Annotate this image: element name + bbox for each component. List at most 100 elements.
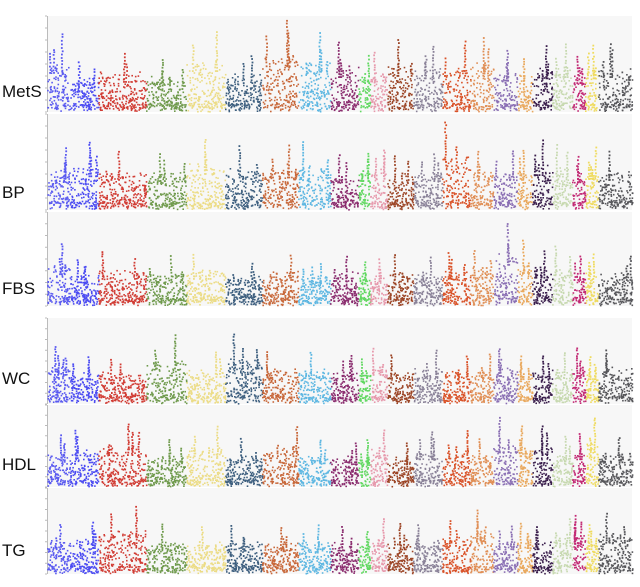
- snp-point: [151, 176, 154, 178]
- panel-bp: [45, 113, 634, 211]
- snp-peak-point: [305, 66, 308, 69]
- snp-point: [391, 107, 394, 110]
- snp-point: [533, 104, 535, 107]
- snp-point: [103, 185, 105, 188]
- snp-point: [552, 83, 555, 85]
- snp-point: [65, 75, 68, 77]
- snp-point: [129, 105, 131, 107]
- snp-point: [135, 185, 138, 188]
- snp-point: [65, 197, 67, 200]
- snp-point: [98, 82, 100, 85]
- snp-point: [493, 109, 496, 111]
- snp-point: [217, 177, 219, 179]
- snp-point: [199, 74, 202, 76]
- snp-point: [157, 180, 159, 182]
- snp-point: [473, 83, 475, 86]
- snp-point: [342, 105, 345, 108]
- snp-point: [203, 208, 206, 210]
- snp-point: [306, 95, 309, 97]
- snp-point: [209, 81, 211, 83]
- snp-point: [504, 82, 507, 84]
- snp-point: [122, 103, 124, 106]
- snp-point: [231, 84, 233, 87]
- snp-point: [152, 97, 154, 100]
- snp-point: [545, 104, 547, 106]
- snp-point: [404, 106, 406, 108]
- snp-point: [417, 107, 419, 110]
- snp-point: [594, 100, 596, 102]
- snp-point: [110, 191, 112, 194]
- snp-point: [513, 104, 516, 106]
- snp-point: [519, 93, 521, 95]
- snp-peak-point: [339, 68, 342, 71]
- snp-point: [145, 201, 147, 204]
- snp-peak-point: [126, 66, 128, 69]
- snp-point: [228, 105, 230, 107]
- snp-point: [564, 97, 567, 99]
- snp-peak-point: [523, 71, 525, 74]
- snp-peak-point: [592, 58, 594, 60]
- snp-point: [196, 205, 199, 208]
- snp-peak-point: [161, 72, 164, 75]
- snp-point: [244, 190, 247, 193]
- snp-point: [163, 93, 165, 96]
- snp-point: [262, 172, 264, 175]
- snp-point: [219, 101, 222, 103]
- snp-peak-point: [95, 171, 98, 174]
- snp-point: [193, 93, 195, 95]
- snp-peak-point: [581, 68, 584, 71]
- snp-point: [441, 85, 443, 87]
- snp-point: [384, 99, 386, 101]
- snp-peak-point: [592, 48, 594, 50]
- snp-point: [292, 76, 294, 78]
- snp-point: [193, 88, 196, 90]
- snp-peak-point: [95, 175, 97, 178]
- snp-point: [619, 104, 622, 106]
- snp-peak-point: [271, 158, 274, 161]
- snp-point: [144, 192, 146, 194]
- snp-peak-point: [238, 145, 241, 147]
- snp-point: [272, 179, 275, 182]
- snp-peak-point: [286, 26, 288, 28]
- snp-point: [531, 101, 534, 104]
- snp-point: [72, 187, 74, 190]
- snp-point: [326, 108, 328, 110]
- snp-point: [56, 108, 58, 111]
- snp-point: [201, 73, 204, 76]
- snp-point: [496, 94, 499, 97]
- snp-peak-point: [105, 179, 108, 181]
- snp-peak-point: [397, 51, 400, 54]
- snp-point: [174, 193, 176, 195]
- snp-point: [56, 97, 59, 99]
- snp-point: [192, 194, 195, 196]
- snp-point: [251, 204, 254, 207]
- snp-point: [229, 168, 232, 170]
- snp-point: [504, 104, 507, 107]
- snp-point: [407, 85, 410, 88]
- snp-point: [271, 190, 274, 193]
- snp-peak-point: [60, 39, 63, 42]
- snp-point: [296, 196, 299, 198]
- snp-peak-point: [523, 63, 525, 66]
- snp-point: [415, 94, 418, 97]
- snp-peak-point: [541, 70, 544, 72]
- snp-point: [132, 106, 135, 108]
- snp-peak-point: [49, 56, 51, 58]
- snp-point: [273, 194, 275, 197]
- snp-point: [264, 197, 267, 199]
- snp-point: [559, 105, 562, 108]
- snp-point: [99, 108, 102, 111]
- snp-point: [236, 88, 238, 90]
- snp-point: [292, 100, 294, 102]
- snp-point: [267, 179, 270, 182]
- snp-point: [402, 86, 404, 89]
- snp-point: [509, 107, 512, 109]
- snp-point: [93, 180, 95, 182]
- snp-point: [425, 100, 427, 102]
- snp-point: [262, 174, 265, 177]
- snp-point: [291, 203, 293, 205]
- snp-point: [340, 84, 342, 86]
- snp-point: [496, 101, 499, 104]
- snp-point: [274, 188, 277, 190]
- snp-point: [90, 101, 92, 103]
